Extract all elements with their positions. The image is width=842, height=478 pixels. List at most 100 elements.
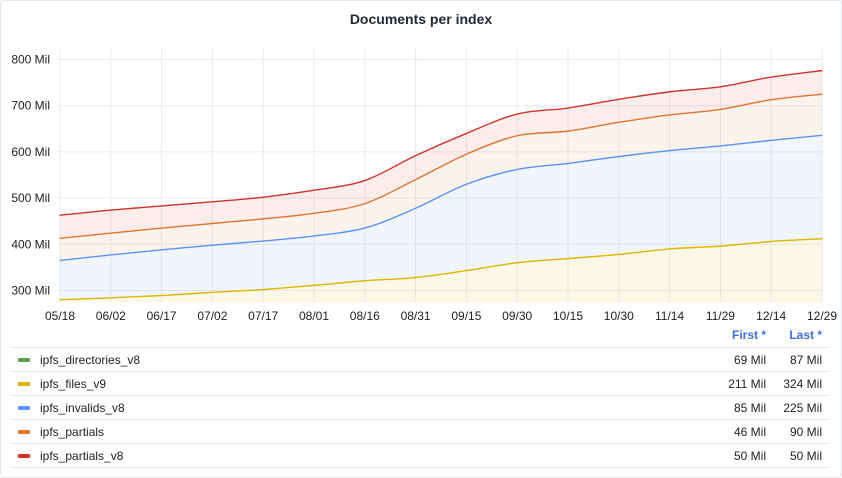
series-area-fill (60, 70, 822, 239)
legend-series-name[interactable]: ipfs_directories_v8 (40, 353, 141, 367)
y-tick-label: 600 Mil (11, 145, 50, 159)
series-point (262, 218, 264, 220)
series-point (770, 76, 772, 78)
series-point (59, 299, 61, 301)
series-point (669, 91, 671, 93)
x-tick-label: 06/17 (147, 309, 177, 323)
series-point (415, 155, 417, 157)
x-tick-label: 08/31 (401, 309, 431, 323)
y-tick-label: 800 Mil (11, 53, 50, 67)
legend-row[interactable]: ipfs_invalids_v8 85 Mil 225 Mil (10, 395, 830, 419)
x-tick-label: 06/02 (96, 309, 126, 323)
series-color-swatch (18, 382, 30, 386)
series-point (719, 86, 722, 88)
series-point (821, 134, 823, 136)
x-tick-label: 12/29 (807, 309, 837, 323)
series-point (313, 284, 315, 286)
series-area-fill (60, 135, 822, 300)
first-column-header[interactable]: First * (731, 328, 766, 342)
series-point (821, 93, 823, 95)
series-point (59, 214, 61, 216)
series-line (59, 238, 823, 301)
series-point (262, 240, 264, 242)
legend-first-value: 69 Mil (733, 353, 766, 367)
series-point (364, 227, 366, 229)
series-point (465, 132, 467, 135)
x-tick-label: 08/01 (299, 309, 329, 323)
series-point (161, 294, 163, 297)
series-point (618, 121, 620, 123)
series-point (465, 183, 467, 185)
y-tick-label: 300 Mil (11, 283, 50, 297)
series-point (211, 291, 213, 293)
series-color-swatch (18, 406, 30, 410)
legend-row[interactable]: ipfs_files_v9 211 Mil 324 Mil (10, 371, 830, 395)
series-point (821, 238, 823, 240)
series-point (618, 253, 620, 256)
series-point (567, 257, 569, 260)
series-point (770, 139, 772, 141)
series-point (110, 209, 112, 211)
series-point (669, 248, 671, 250)
legend-last-value: 225 Mil (783, 401, 822, 415)
legend-last-value: 87 Mil (789, 353, 822, 367)
legend-first-value: 50 Mil (733, 449, 766, 463)
legend-last-value: 90 Mil (789, 425, 822, 439)
series-point (415, 207, 417, 209)
series-area-fill (60, 238, 822, 302)
series-point (719, 108, 722, 111)
legend-table: First * Last * ipfs_directories_v8 69 Mil… (10, 323, 830, 468)
x-tick-label: 09/15 (451, 309, 481, 323)
last-column-header[interactable]: Last * (789, 328, 822, 342)
x-tick-label: 11/29 (706, 309, 735, 323)
series-point (567, 107, 569, 109)
series-point (618, 155, 620, 158)
x-tick-label: 08/16 (350, 309, 380, 323)
series-point (465, 153, 467, 155)
legend-series-name[interactable]: ipfs_partials (40, 425, 105, 439)
series-point (262, 196, 264, 198)
series-point (262, 288, 264, 291)
series-point (110, 232, 112, 234)
series-point (516, 135, 518, 137)
series-point (821, 70, 823, 72)
y-tick-label: 400 Mil (11, 237, 50, 251)
legend-first-value: 46 Mil (733, 425, 766, 439)
x-tick-label: 07/17 (248, 309, 278, 323)
x-tick-label: 09/30 (502, 309, 532, 323)
legend-row[interactable]: ipfs_partials_v8 50 Mil 50 Mil (10, 443, 830, 468)
x-tick-label: 10/30 (604, 309, 634, 323)
series-point (211, 244, 213, 246)
x-tick-label: 12/14 (756, 309, 786, 323)
series-color-swatch (18, 430, 30, 434)
legend-first-value: 85 Mil (733, 401, 766, 415)
series-point (516, 113, 518, 115)
series-point (161, 227, 163, 229)
series-point (567, 130, 569, 132)
series-point (313, 212, 315, 214)
series-area-fill (60, 94, 822, 261)
x-tick-label: 10/15 (553, 309, 583, 323)
legend-row[interactable]: ipfs_directories_v8 69 Mil 87 Mil (10, 347, 830, 371)
series-point (719, 145, 722, 147)
series-point (770, 99, 772, 101)
legend-row[interactable]: ipfs_partials 46 Mil 90 Mil (10, 419, 830, 443)
series-point (516, 168, 518, 171)
legend-series-name[interactable]: ipfs_files_v9 (40, 377, 107, 391)
legend-series-name[interactable]: ipfs_partials_v8 (40, 449, 124, 463)
series-point (161, 249, 163, 251)
series-point (364, 280, 366, 282)
series-point (313, 235, 315, 237)
series-point (364, 179, 366, 182)
series-point (110, 297, 112, 299)
series-point (415, 179, 417, 181)
legend-series-name[interactable]: ipfs_invalids_v8 (40, 401, 125, 415)
x-tick-label: 07/02 (197, 309, 227, 323)
series-point (465, 269, 467, 272)
series-point (110, 254, 112, 256)
series-point (211, 222, 213, 225)
series-point (313, 189, 315, 191)
series-point (567, 162, 569, 165)
panel-title: Documents per index (349, 11, 493, 27)
